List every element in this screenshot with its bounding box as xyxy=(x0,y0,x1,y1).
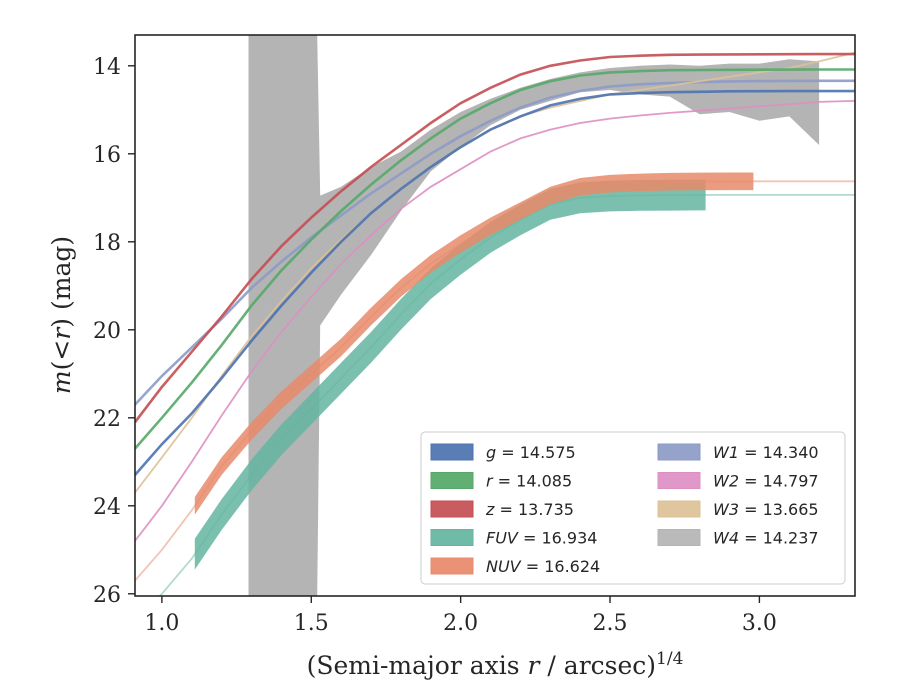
legend-item-w4: W4 = 14.237 xyxy=(657,529,819,548)
x-tick-label: 2.0 xyxy=(443,611,478,636)
legend-value-z: 13.735 xyxy=(518,500,574,519)
legend-frame xyxy=(420,431,846,585)
series-z-line xyxy=(135,52,855,423)
legend-equals-z: = xyxy=(494,500,518,519)
legend-swatch-fuv xyxy=(430,529,474,546)
legend-band-name-z: z xyxy=(485,500,495,519)
y-axis-label-r: r xyxy=(47,326,76,340)
legend-label-w2: W2 = 14.797 xyxy=(713,472,819,491)
series-layer xyxy=(135,35,855,596)
legend-value-w1: 14.340 xyxy=(763,443,819,462)
y-axis-label: m(<r) (mag) xyxy=(47,236,76,394)
legend-equals-w1: = xyxy=(739,443,763,462)
legend-label-w4: W4 = 14.237 xyxy=(713,529,819,548)
legend-equals-w4: = xyxy=(739,529,763,548)
legend-item-w3: W3 = 13.665 xyxy=(657,500,819,519)
y-tick-label: 22 xyxy=(93,407,121,432)
x-tick-label: 1.0 xyxy=(144,611,179,636)
legend-equals-r: = xyxy=(493,472,517,491)
series-w4-band xyxy=(248,35,820,596)
legend-item-z: z = 13.735 xyxy=(430,500,574,519)
legend: g = 14.575 r = 14.085 z = 13.735 FUV = 16.9… xyxy=(420,431,846,585)
legend-item-w2: W2 = 14.797 xyxy=(657,472,819,491)
legend-value-r: 14.085 xyxy=(516,472,572,491)
y-tick-label: 14 xyxy=(93,55,121,80)
legend-band-name-fuv: FUV xyxy=(486,529,519,548)
x-axis-label-main: (Semi-major axis xyxy=(307,651,528,680)
legend-band-name-g: g xyxy=(486,443,496,462)
legend-swatch-w2 xyxy=(657,472,701,489)
y-axis-label-open: (< xyxy=(47,340,76,371)
y-tick-label: 16 xyxy=(93,143,121,168)
legend-label-r: r = 14.085 xyxy=(486,472,572,491)
legend-band-name-w3: W3 xyxy=(713,500,739,519)
legend-value-w3: 13.665 xyxy=(763,500,819,519)
y-tick-label: 26 xyxy=(93,583,121,608)
legend-band-name-nuv: NUV xyxy=(486,557,522,576)
legend-equals-w3: = xyxy=(739,500,763,519)
legend-item-g: g = 14.575 xyxy=(430,443,576,462)
x-axis-label: (Semi-major axis r / arcsec)1/4 xyxy=(307,649,684,680)
x-axis-label-unit: / arcsec) xyxy=(539,651,656,680)
legend-label-fuv: FUV = 16.934 xyxy=(486,529,597,548)
legend-item-fuv: FUV = 16.934 xyxy=(430,529,597,548)
legend-swatch-w3 xyxy=(657,500,701,518)
y-tick-label: 20 xyxy=(93,319,121,344)
series-g-line xyxy=(135,89,855,476)
legend-equals-g: = xyxy=(496,443,520,462)
x-axis-label-exponent: 1/4 xyxy=(656,649,683,669)
legend-swatch-r xyxy=(430,472,474,489)
legend-value-fuv: 16.934 xyxy=(541,529,597,548)
legend-swatch-nuv xyxy=(430,557,474,575)
y-axis-label-m: m xyxy=(47,370,76,394)
legend-band-name-w1: W1 xyxy=(713,443,739,462)
legend-band-name-w2: W2 xyxy=(713,472,739,491)
legend-item-r: r = 14.085 xyxy=(430,472,572,491)
series-r-line xyxy=(135,68,855,450)
legend-equals-fuv: = xyxy=(518,529,542,548)
x-tick-label: 3.0 xyxy=(742,611,777,636)
legend-swatch-w1 xyxy=(657,443,701,461)
legend-label-w1: W1 = 14.340 xyxy=(713,443,819,462)
legend-value-g: 14.575 xyxy=(520,443,576,462)
plot-frame xyxy=(134,34,856,597)
legend-label-g: g = 14.575 xyxy=(486,443,576,462)
y-tick-label: 24 xyxy=(93,495,121,520)
y-tick-label: 18 xyxy=(93,231,121,256)
x-axis: 1.0 1.5 2.0 2.5 3.0 xyxy=(144,596,777,636)
x-axis-label-var: r xyxy=(528,651,542,680)
legend-swatch-g xyxy=(430,443,474,461)
legend-swatch-w4 xyxy=(657,529,701,546)
legend-label-nuv: NUV = 16.624 xyxy=(486,557,600,576)
x-tick-label: 2.5 xyxy=(593,611,628,636)
legend-band-name-w4: W4 xyxy=(713,529,739,548)
y-axis: 14 16 18 20 22 24 26 xyxy=(93,55,135,608)
legend-label-z: z = 13.735 xyxy=(485,500,574,519)
legend-band-name-r: r xyxy=(486,472,494,491)
y-axis-label-close: ) (mag) xyxy=(47,236,76,328)
x-tick-label: 1.5 xyxy=(294,611,329,636)
legend-value-nuv: 16.624 xyxy=(544,557,600,576)
legend-item-nuv: NUV = 16.624 xyxy=(430,557,600,576)
series-w2-line xyxy=(135,100,855,542)
legend-swatch-z xyxy=(430,500,474,518)
legend-value-w2: 14.797 xyxy=(763,472,819,491)
legend-equals-w2: = xyxy=(739,472,763,491)
legend-equals-nuv: = xyxy=(521,557,545,576)
legend-label-w3: W3 = 13.665 xyxy=(713,500,819,519)
legend-value-w4: 14.237 xyxy=(763,529,819,548)
series-nuv-band xyxy=(194,172,754,515)
series-w1-line xyxy=(135,79,855,406)
legend-item-w1: W1 = 14.340 xyxy=(657,443,819,462)
